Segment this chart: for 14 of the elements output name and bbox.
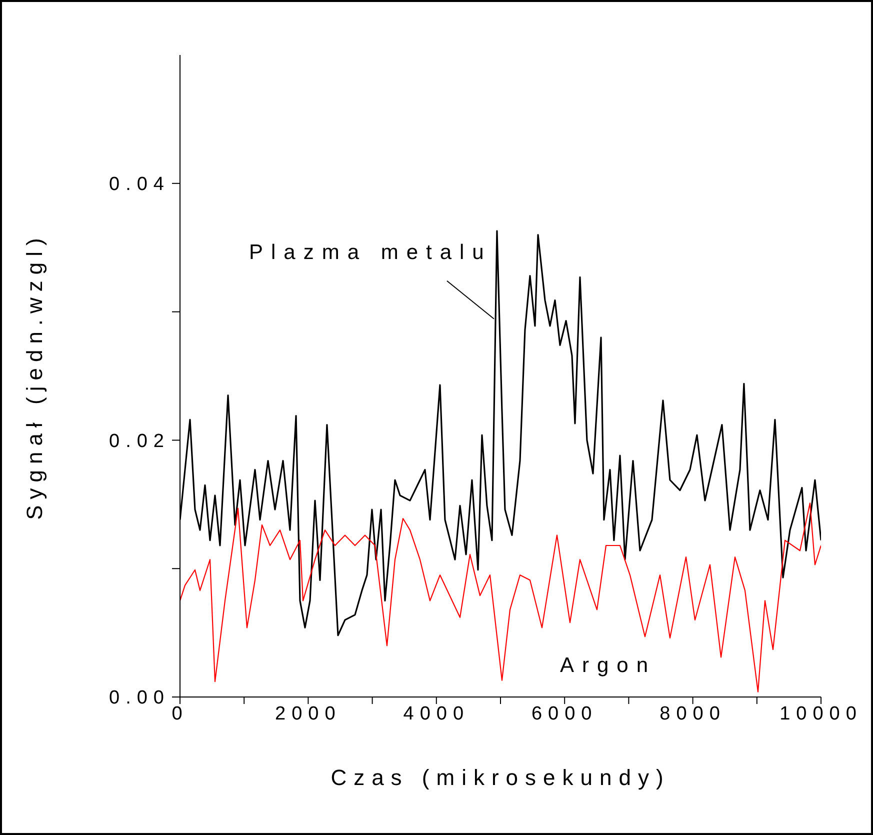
x-tick-label: 6000 xyxy=(531,703,598,724)
x-tick-label: 0 xyxy=(172,703,188,724)
x-tick-label: 4000 xyxy=(403,703,470,724)
x-tick-label: 10000 xyxy=(780,703,862,724)
x-axis-title: Czas (mikrosekundy) xyxy=(330,765,670,790)
y-tick-label: 0.02 xyxy=(109,430,170,452)
y-axis-title: Sygnał (jedn.wzgl) xyxy=(22,232,47,520)
x-tick-label: 8000 xyxy=(660,703,726,724)
series-label: Argon xyxy=(560,654,656,677)
y-tick-label: 0.04 xyxy=(109,174,170,196)
series-label: Plazma metalu xyxy=(248,240,492,264)
line-series xyxy=(180,502,821,692)
x-tick-label: 2000 xyxy=(275,703,342,724)
y-tick-label: 0.00 xyxy=(109,688,170,709)
